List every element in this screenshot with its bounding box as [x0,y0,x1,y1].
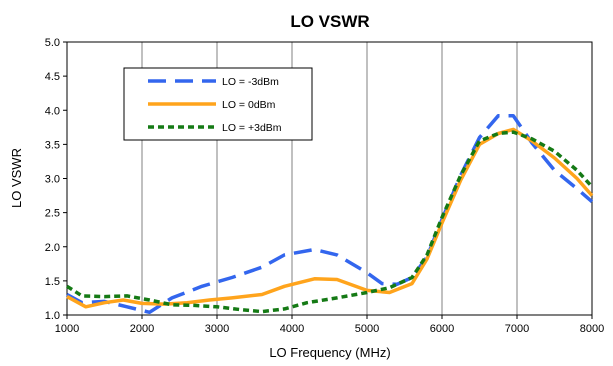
y-tick-label: 3.0 [45,174,60,186]
legend-label-1: LO = -3dBm [222,76,279,88]
x-tick-label: 4000 [280,323,304,335]
x-tick-label: 8000 [580,323,604,335]
y-tick-label: 4.0 [45,105,60,117]
chart-title: LO VSWR [290,12,369,31]
legend-label-3: LO = +3dBm [222,122,282,134]
y-tick-label: 1.5 [45,276,60,288]
x-tick-label: 1000 [55,323,79,335]
y-tick-label: 4.5 [45,71,60,83]
x-tick-label: 7000 [505,323,529,335]
x-tick-label: 6000 [430,323,454,335]
x-tick-label: 3000 [205,323,229,335]
y-tick-label: 2.5 [45,208,60,220]
legend: LO = -3dBm LO = 0dBm LO = +3dBm [123,67,313,141]
x-tick-label: 2000 [130,323,154,335]
series-layer [66,113,594,315]
y-tick-label: 1.0 [45,310,60,322]
x-axis-label: LO Frequency (MHz) [269,345,390,360]
series-line-3 [66,130,594,314]
y-tick-label: 2.0 [45,242,60,254]
x-axis: 1000 2000 3000 4000 5000 6000 7000 8000 [55,315,604,335]
series-line-2 [66,127,594,309]
y-tick-label: 5.0 [45,37,60,49]
y-axis: 1.0 1.5 2.0 2.5 3.0 3.5 4.0 4.5 5.0 [45,37,67,322]
legend-label-2: LO = 0dBm [222,99,276,111]
y-tick-label: 3.5 [45,139,60,151]
x-tick-label: 5000 [355,323,379,335]
series-line-1 [66,113,594,315]
y-axis-label: LO VSWR [9,148,24,208]
